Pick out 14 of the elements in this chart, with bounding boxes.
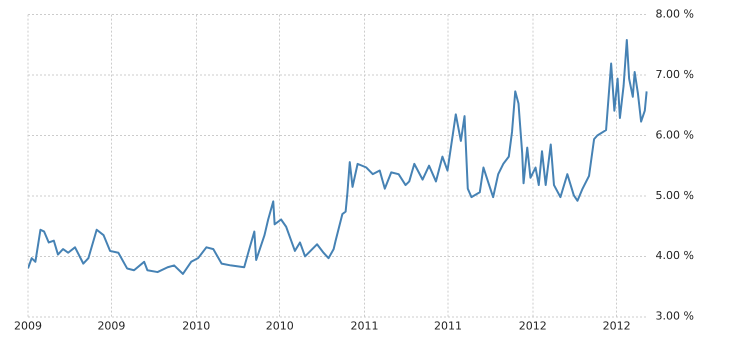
y-tick-label: 4.00 % xyxy=(656,249,694,262)
x-tick-label: 2012 xyxy=(602,319,631,332)
y-tick-label: 3.00 % xyxy=(656,310,694,323)
x-tick-label: 2010 xyxy=(266,319,294,332)
y-tick-label: 5.00 % xyxy=(656,188,694,202)
x-tick-label: 2009 xyxy=(97,319,126,332)
x-tick-label: 2010 xyxy=(182,319,210,332)
y-tick-label: 7.00 % xyxy=(656,68,694,81)
x-tick-label: 2011 xyxy=(434,319,462,332)
x-tick-label: 2012 xyxy=(518,319,547,332)
y-tick-label: 6.00 % xyxy=(656,128,694,142)
x-tick-label: 2009 xyxy=(14,319,42,332)
x-tick-label: 2011 xyxy=(350,319,379,332)
y-tick-label: 8.00 % xyxy=(656,7,694,20)
